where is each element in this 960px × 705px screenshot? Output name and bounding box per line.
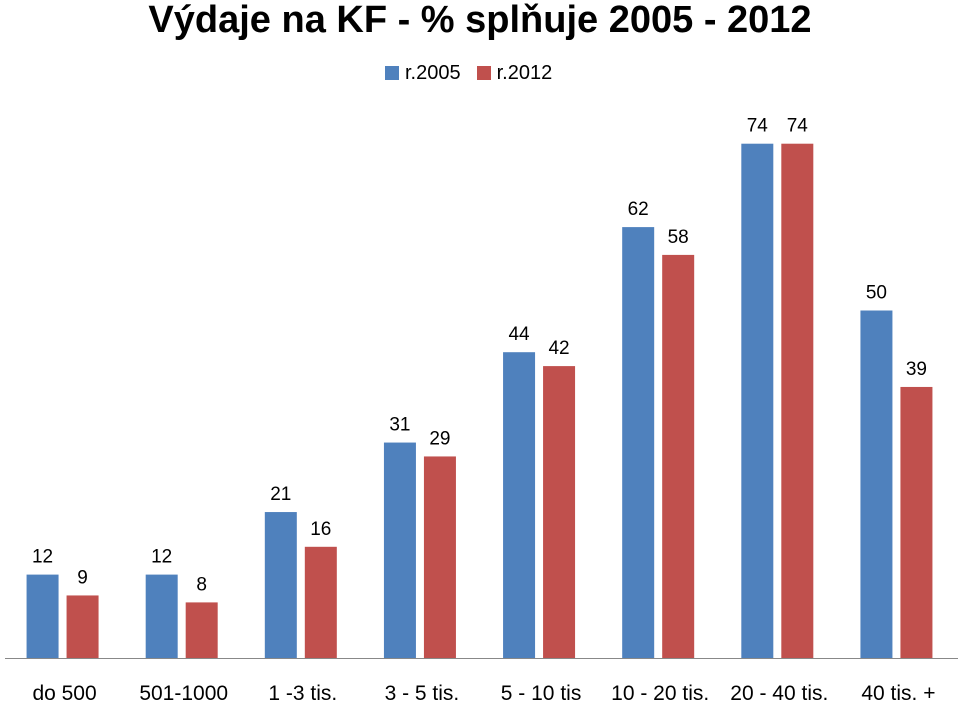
category-label-5: 10 - 20 tis. xyxy=(611,682,709,705)
bar-r2012-2 xyxy=(304,546,337,658)
data-label-r2012-3: 29 xyxy=(429,428,450,449)
legend-swatch-2012 xyxy=(476,66,491,80)
data-label-r2005-5: 62 xyxy=(628,199,649,220)
bar-r2005-3 xyxy=(383,442,416,658)
legend-swatch-2005 xyxy=(385,66,399,80)
bar-r2005-0 xyxy=(26,574,59,658)
data-label-r2005-3: 31 xyxy=(389,415,410,436)
bar-r2012-1 xyxy=(185,602,218,658)
bar-r2005-1 xyxy=(145,574,178,658)
bar-r2012-6 xyxy=(781,143,814,658)
bar-r2005-4 xyxy=(503,352,536,658)
legend-item-2005: r.2005 xyxy=(385,62,461,85)
data-label-r2005-6: 74 xyxy=(747,116,769,137)
data-label-r2012-1: 8 xyxy=(196,574,207,595)
category-label-2: 1 -3 tis. xyxy=(268,682,337,705)
data-label-r2005-2: 21 xyxy=(270,484,291,505)
bar-r2005-7 xyxy=(860,310,893,658)
category-label-7: 40 tis. + xyxy=(861,682,935,705)
data-label-r2012-7: 39 xyxy=(906,359,927,380)
data-label-r2005-4: 44 xyxy=(508,324,530,345)
data-label-r2012-5: 58 xyxy=(668,227,689,248)
data-label-r2012-2: 16 xyxy=(310,519,331,540)
legend-item-2012: r.2012 xyxy=(476,61,553,85)
data-label-r2005-0: 12 xyxy=(32,547,53,568)
chart-title: Výdaje na KF - % splňuje 2005 - 2012 xyxy=(148,0,812,41)
data-label-r2005-7: 50 xyxy=(866,283,887,304)
bar-r2005-6 xyxy=(741,143,774,658)
category-label-4: 5 - 10 tis xyxy=(501,682,582,705)
category-label-3: 3 - 5 tis. xyxy=(385,682,460,705)
category-label-6: 20 - 40 tis. xyxy=(730,682,828,705)
data-label-r2012-0: 9 xyxy=(77,567,88,588)
bar-r2012-5 xyxy=(662,254,695,658)
bar-r2005-5 xyxy=(622,227,655,658)
category-label-0: do 500 xyxy=(32,682,96,705)
bar-r2012-0 xyxy=(66,595,99,658)
legend-label-2005: r.2005 xyxy=(405,61,461,84)
bar-r2005-2 xyxy=(264,512,297,658)
bar-r2012-7 xyxy=(900,386,933,658)
legend-label-2012: r.2012 xyxy=(496,61,553,84)
data-label-r2012-6: 74 xyxy=(787,116,809,137)
bar-r2012-4 xyxy=(543,366,576,658)
data-label-r2012-4: 42 xyxy=(548,338,569,359)
legend: r.2005 r.2012 xyxy=(385,60,552,86)
bar-r2012-3 xyxy=(423,456,456,658)
category-label-1: 501-1000 xyxy=(139,682,228,705)
data-label-r2005-1: 12 xyxy=(151,547,172,568)
